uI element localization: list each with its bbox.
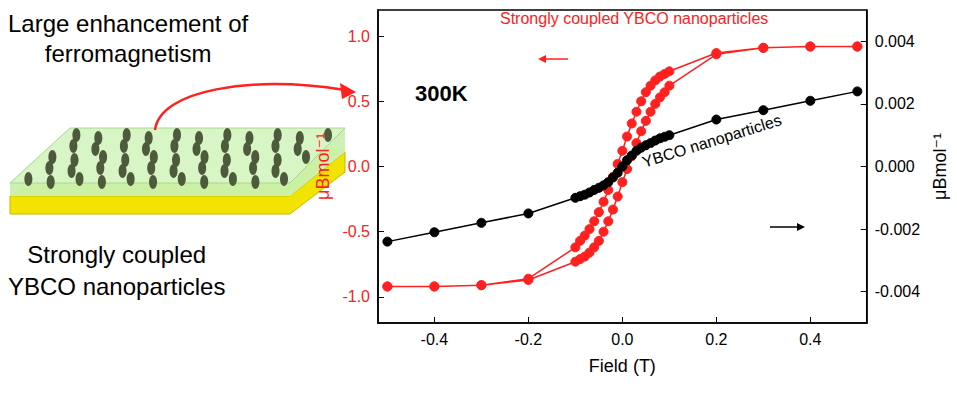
svg-text:μBmol⁻¹: μBmol⁻¹ [930, 133, 950, 200]
svg-text:YBCO nanoparticles: YBCO nanoparticles [640, 111, 783, 170]
svg-text:0.2: 0.2 [705, 331, 727, 348]
svg-text:YBCO nanoparticles: YBCO nanoparticles [8, 273, 225, 300]
svg-text:0.004: 0.004 [875, 33, 915, 50]
svg-text:-0.4: -0.4 [421, 331, 449, 348]
svg-text:Field (T): Field (T) [589, 356, 656, 376]
svg-text:0.0: 0.0 [348, 158, 370, 175]
svg-text:-1.0: -1.0 [342, 288, 370, 305]
svg-text:-0.004: -0.004 [875, 283, 920, 300]
svg-text:-0.002: -0.002 [875, 221, 920, 238]
svg-text:0.5: 0.5 [348, 93, 370, 110]
svg-text:Large enhancement of: Large enhancement of [8, 10, 249, 37]
svg-text:300K: 300K [415, 81, 468, 106]
svg-text:-0.2: -0.2 [515, 331, 543, 348]
svg-text:-0.5: -0.5 [342, 223, 370, 240]
svg-text:Strongly coupled: Strongly coupled [27, 241, 206, 268]
svg-text:ferromagnetism: ferromagnetism [45, 40, 212, 67]
svg-text:0.0: 0.0 [611, 331, 633, 348]
svg-text:1.0: 1.0 [348, 28, 370, 45]
svg-text:0.4: 0.4 [799, 331, 821, 348]
svg-text:μBmol⁻¹: μBmol⁻¹ [313, 133, 333, 200]
svg-text:0.002: 0.002 [875, 95, 915, 112]
svg-text:Strongly coupled YBCO nanopart: Strongly coupled YBCO nanoparticles [500, 10, 768, 27]
svg-text:0.000: 0.000 [875, 158, 915, 175]
